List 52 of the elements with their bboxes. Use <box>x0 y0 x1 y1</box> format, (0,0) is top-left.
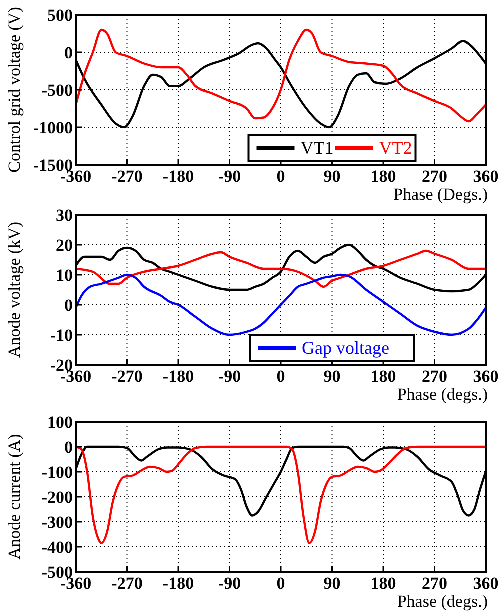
x-tick-label: 0 <box>276 367 286 386</box>
x-tick-label: 180 <box>370 167 396 186</box>
x-tick-label: 90 <box>324 167 341 186</box>
x-tick-label: 360 <box>473 574 499 593</box>
y-tick-label: -1000 <box>33 118 73 138</box>
y-tick-label: -400 <box>42 538 73 557</box>
y-tick-label: 10 <box>56 266 73 285</box>
x-tick-label: 180 <box>370 574 396 593</box>
y-tick-label: -500 <box>42 81 73 100</box>
legend-label: VT2 <box>379 138 412 158</box>
line-series <box>74 446 488 544</box>
x-tick-label: -180 <box>162 167 194 186</box>
x-tick-label: 270 <box>422 574 448 593</box>
y-tick-label: 0 <box>64 438 73 457</box>
x-tick-label: 270 <box>422 367 448 386</box>
y-axis-title: Control grid voltage (V) <box>5 7 24 173</box>
y-tick-label: -10 <box>50 326 73 345</box>
x-axis-title: Phase (Degs.) <box>394 185 488 204</box>
x-tick-label: 360 <box>473 167 499 186</box>
y-tick-label: -100 <box>42 463 73 482</box>
x-tick-label: -180 <box>162 574 194 593</box>
x-tick-label: -180 <box>162 367 194 386</box>
y-tick-label: 0 <box>64 44 73 62</box>
x-tick-label: -90 <box>218 574 242 593</box>
x-tick-label: 180 <box>370 367 396 386</box>
y-tick-label: -200 <box>42 488 73 507</box>
y-tick-label: 30 <box>56 206 73 225</box>
legend-label: VT1 <box>300 138 334 158</box>
y-axis-title: Anode voltage (kV) <box>5 222 24 358</box>
x-tick-label: -270 <box>112 167 143 186</box>
y-tick-label: 0 <box>64 296 73 315</box>
x-axis-title: Phase (degs.) <box>397 385 488 404</box>
x-axis-title: Phase (degs.) <box>397 592 488 611</box>
y-tick-label: 20 <box>56 236 73 255</box>
x-tick-label: 0 <box>276 167 286 186</box>
x-tick-label: -270 <box>112 574 143 593</box>
line-series <box>74 28 488 123</box>
x-tick-label: 90 <box>324 574 341 593</box>
y-tick-label: -300 <box>42 513 73 532</box>
line-series <box>74 250 488 288</box>
x-tick-label: 90 <box>324 367 341 386</box>
legend-label: Gap voltage <box>302 338 390 358</box>
x-tick-label: -90 <box>218 367 242 386</box>
x-tick-label: 360 <box>473 367 499 386</box>
x-tick-label: 270 <box>422 167 448 186</box>
line-series <box>74 274 488 336</box>
x-tick-label: -90 <box>218 167 242 186</box>
y-tick-label: 100 <box>48 413 73 432</box>
y-axis-title: Anode current (A) <box>5 434 24 560</box>
x-tick-label: -270 <box>112 367 143 386</box>
x-tick-label: 0 <box>276 574 286 593</box>
y-tick-label: 500 <box>48 6 73 25</box>
